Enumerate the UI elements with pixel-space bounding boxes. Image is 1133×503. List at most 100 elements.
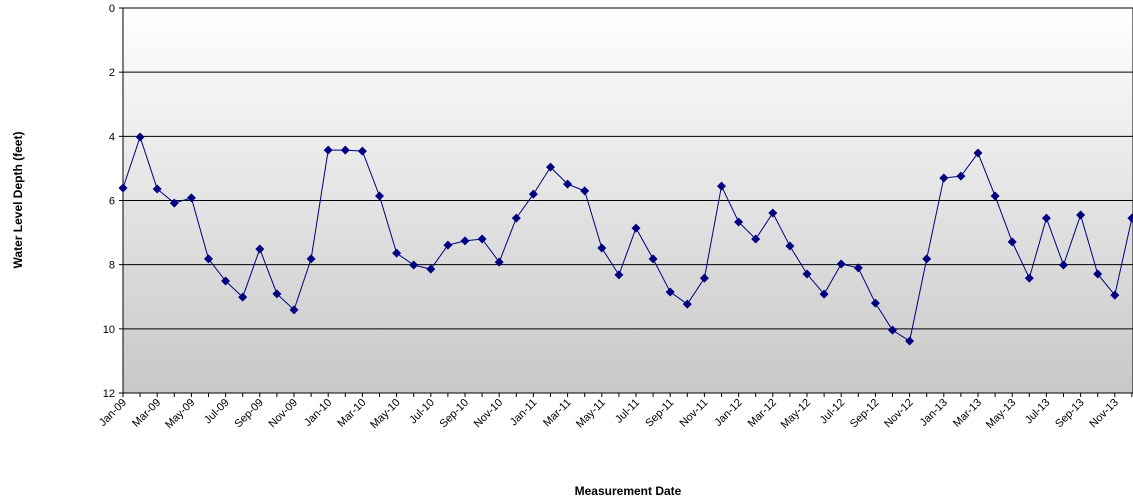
point: [853, 263, 863, 273]
x-tick-label: May-13: [984, 397, 1018, 431]
x-tick-label: Jan-09: [97, 397, 129, 429]
point: [956, 171, 966, 181]
point: [152, 184, 162, 194]
point: [751, 234, 761, 244]
y-tick-label: 12: [103, 388, 115, 400]
point: [443, 240, 453, 250]
point: [118, 183, 128, 193]
x-tick-label: Jan-13: [918, 397, 950, 429]
x-tick-label: Jul-10: [407, 397, 437, 427]
point: [717, 181, 726, 191]
point: [939, 173, 949, 183]
point: [186, 193, 196, 203]
x-tick-label: Sep-12: [848, 397, 882, 431]
point: [563, 179, 573, 189]
x-tick-label: May-10: [368, 397, 402, 431]
point: [768, 208, 778, 218]
x-tick-label: Mar-13: [951, 397, 984, 430]
point: [682, 299, 692, 309]
point: [888, 325, 897, 335]
x-tick-label: Jul-11: [613, 397, 642, 426]
point: [665, 287, 675, 297]
point: [1024, 273, 1034, 283]
point: [836, 259, 846, 269]
x-tick-label: Jan-11: [508, 397, 540, 429]
x-tick-label: Jul-12: [818, 397, 848, 427]
point: [375, 191, 384, 201]
point: [648, 254, 658, 264]
point: [597, 243, 607, 253]
x-tick-label: Sep-13: [1053, 397, 1087, 431]
point: [973, 148, 983, 158]
point: [614, 270, 624, 280]
x-tick-label: Nov-10: [472, 397, 506, 431]
point: [340, 145, 350, 155]
point: [922, 254, 932, 264]
point: [306, 254, 316, 264]
x-tick-label: Jul-13: [1023, 397, 1053, 427]
point: [699, 273, 709, 283]
point: [1041, 213, 1051, 223]
x-tick-label: Nov-09: [267, 397, 301, 431]
x-tick-label: Nov-11: [678, 397, 711, 430]
line: [122, 135, 1133, 342]
x-tick-label: Sep-09: [232, 397, 266, 431]
point: [819, 289, 829, 299]
point: [460, 236, 470, 246]
point: [785, 241, 795, 251]
point: [357, 146, 367, 156]
y-tick-label: 0: [109, 3, 115, 15]
point: [409, 260, 419, 270]
point: [802, 269, 812, 279]
y-tick-label: 10: [103, 324, 115, 336]
point: [494, 257, 504, 267]
y-tick-label: 2: [109, 67, 115, 79]
point: [1076, 210, 1086, 220]
point: [169, 198, 179, 208]
point: [204, 254, 213, 264]
point: [221, 276, 231, 286]
point: [426, 264, 436, 274]
x-tick-label: Sep-10: [438, 397, 472, 431]
x-tick-label: May-09: [163, 397, 197, 431]
x-axis-title: Measurement Date: [575, 484, 682, 498]
point: [289, 305, 299, 315]
point: [631, 223, 641, 233]
point: [238, 292, 248, 302]
point: [1093, 269, 1103, 279]
point: [1110, 290, 1120, 300]
y-tick-label: 6: [109, 196, 115, 208]
point: [870, 298, 880, 308]
point: [255, 244, 265, 254]
y-tick-label: 4: [109, 131, 115, 143]
point: [990, 191, 1000, 201]
x-tick-label: Sep-11: [643, 397, 676, 430]
point: [528, 189, 538, 199]
x-tick-label: Mar-10: [335, 397, 368, 430]
x-tick-label: Jul-09: [202, 397, 232, 427]
x-tick-label: Nov-13: [1087, 397, 1121, 431]
x-tick-label: Mar-09: [130, 397, 163, 430]
point: [734, 217, 744, 227]
x-tick-label: May-11: [574, 397, 608, 431]
point: [323, 145, 333, 155]
y-tick-label: 8: [109, 260, 115, 272]
x-tick-label: Mar-12: [746, 397, 779, 430]
point: [511, 213, 521, 223]
x-tick-label: Jan-12: [712, 397, 744, 429]
y-axis-title: Water Level Depth (feet): [11, 132, 25, 269]
x-tick-label: Mar-11: [541, 397, 574, 430]
point: [905, 336, 915, 346]
point: [272, 289, 282, 299]
point: [477, 234, 487, 244]
point: [135, 132, 145, 142]
point: [392, 248, 402, 258]
x-tick-label: May-12: [779, 397, 813, 431]
point: [546, 162, 555, 172]
point: [1127, 213, 1133, 223]
point: [1059, 260, 1068, 270]
x-tick-label: Jan-10: [302, 397, 334, 429]
point: [580, 186, 590, 196]
point: [1007, 237, 1017, 247]
